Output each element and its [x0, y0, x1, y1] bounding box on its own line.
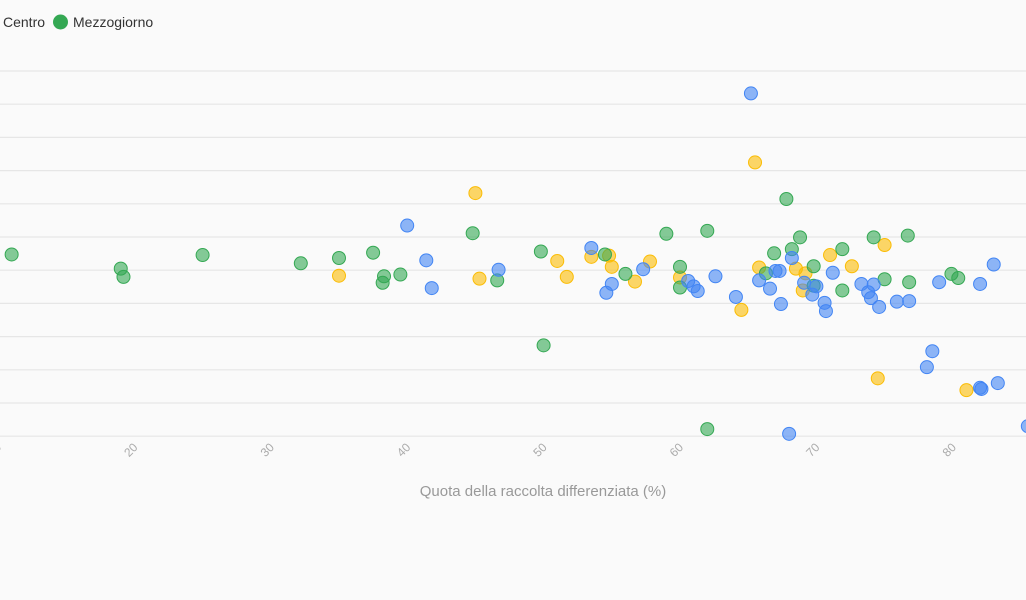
- data-point-mezzogiorno[interactable]: [866, 230, 881, 245]
- data-point-nord[interactable]: [784, 251, 799, 265]
- data-point-mezzogiorno[interactable]: [902, 275, 917, 290]
- data-point-nord[interactable]: [604, 276, 619, 291]
- x-axis-ticks: 10 20 30 40 50 60 70 80: [0, 440, 959, 460]
- data-point-nord[interactable]: [419, 253, 434, 268]
- data-point-centro[interactable]: [844, 259, 859, 274]
- data-point-nord[interactable]: [986, 257, 1001, 272]
- data-point-centro[interactable]: [550, 253, 565, 268]
- x-axis-title: Quota della raccolta differenziata (%): [420, 483, 667, 500]
- x-tick-label: 80: [940, 440, 960, 460]
- legend: Centro Mezzogiorno: [3, 14, 153, 30]
- data-point-mezzogiorno[interactable]: [366, 245, 381, 260]
- x-tick-label: 60: [667, 440, 687, 460]
- data-point-centro[interactable]: [734, 302, 749, 317]
- data-point-nord[interactable]: [400, 218, 415, 233]
- data-point-nord[interactable]: [773, 297, 788, 312]
- data-point-nord[interactable]: [690, 284, 705, 299]
- data-point-centro[interactable]: [748, 155, 763, 170]
- data-point-mezzogiorno[interactable]: [4, 247, 19, 262]
- data-point-nord[interactable]: [424, 281, 439, 296]
- data-point-nord[interactable]: [973, 276, 988, 291]
- data-point-nord[interactable]: [925, 344, 940, 359]
- data-point-nord[interactable]: [708, 269, 723, 284]
- data-point-nord[interactable]: [902, 294, 917, 309]
- data-point-mezzogiorno[interactable]: [465, 226, 480, 241]
- legend-label-mezzogiorno[interactable]: Mezzogiorno: [73, 14, 153, 30]
- data-point-mezzogiorno[interactable]: [293, 256, 308, 271]
- data-point-mezzogiorno[interactable]: [597, 247, 612, 262]
- legend-marker-mezzogiorno: [53, 14, 68, 30]
- data-point-centro[interactable]: [468, 186, 483, 201]
- data-point-nord[interactable]: [584, 240, 599, 255]
- data-points: [4, 86, 1026, 441]
- data-point-mezzogiorno[interactable]: [332, 251, 346, 265]
- data-point-mezzogiorno[interactable]: [700, 422, 715, 437]
- data-point-mezzogiorno[interactable]: [673, 259, 687, 274]
- data-point-mezzogiorno[interactable]: [767, 246, 782, 261]
- data-point-nord[interactable]: [728, 289, 743, 304]
- data-point-mezzogiorno[interactable]: [618, 266, 633, 281]
- data-point-nord[interactable]: [872, 299, 887, 314]
- data-point-mezzogiorno[interactable]: [536, 338, 551, 353]
- data-point-nord[interactable]: [491, 262, 506, 277]
- data-point-nord[interactable]: [818, 304, 833, 319]
- data-point-nord[interactable]: [932, 275, 947, 290]
- data-point-mezzogiorno[interactable]: [793, 230, 808, 245]
- data-point-nord[interactable]: [866, 277, 881, 292]
- data-point-nord[interactable]: [636, 262, 651, 277]
- data-point-nord[interactable]: [752, 273, 767, 288]
- data-point-nord[interactable]: [809, 279, 824, 294]
- data-point-mezzogiorno[interactable]: [393, 267, 408, 282]
- data-point-centro[interactable]: [627, 274, 642, 289]
- data-point-nord[interactable]: [974, 381, 989, 396]
- data-point-centro[interactable]: [823, 248, 838, 263]
- x-tick-label: 10: [0, 440, 4, 460]
- data-point-mezzogiorno[interactable]: [835, 242, 850, 257]
- x-tick-label: 50: [530, 440, 550, 460]
- data-point-mezzogiorno[interactable]: [779, 192, 794, 206]
- legend-label-centro[interactable]: Centro: [3, 14, 45, 30]
- data-point-mezzogiorno[interactable]: [116, 269, 131, 284]
- data-point-mezzogiorno[interactable]: [806, 259, 821, 274]
- x-tick-label: 70: [803, 440, 823, 460]
- data-point-nord[interactable]: [743, 86, 758, 101]
- data-point-centro[interactable]: [332, 268, 346, 283]
- data-point-centro[interactable]: [870, 371, 885, 386]
- data-point-nord[interactable]: [772, 263, 787, 278]
- data-point-nord[interactable]: [990, 376, 1005, 391]
- data-point-nord[interactable]: [825, 265, 840, 280]
- data-point-nord[interactable]: [782, 426, 797, 441]
- data-point-mezzogiorno[interactable]: [195, 248, 210, 263]
- data-point-mezzogiorno[interactable]: [659, 226, 674, 241]
- data-point-mezzogiorno[interactable]: [900, 228, 915, 243]
- data-point-nord[interactable]: [863, 291, 878, 306]
- data-point-mezzogiorno[interactable]: [835, 283, 850, 298]
- data-point-mezzogiorno[interactable]: [533, 244, 548, 259]
- x-tick-label: 40: [394, 440, 414, 460]
- data-point-centro[interactable]: [604, 259, 619, 274]
- data-point-mezzogiorno[interactable]: [700, 223, 715, 238]
- data-point-mezzogiorno[interactable]: [377, 269, 392, 284]
- data-point-nord[interactable]: [763, 281, 778, 296]
- gridlines: [0, 70, 1026, 437]
- x-tick-label: 20: [121, 440, 141, 460]
- data-point-mezzogiorno[interactable]: [951, 271, 966, 286]
- data-point-nord[interactable]: [919, 360, 934, 375]
- data-point-nord[interactable]: [797, 275, 812, 290]
- data-point-centro[interactable]: [559, 269, 574, 284]
- data-point-centro[interactable]: [877, 238, 892, 253]
- data-point-centro[interactable]: [959, 383, 974, 398]
- data-point-centro[interactable]: [472, 271, 487, 286]
- x-tick-label: 30: [258, 440, 278, 460]
- data-point-nord[interactable]: [889, 294, 904, 309]
- data-point-nord[interactable]: [1020, 419, 1026, 433]
